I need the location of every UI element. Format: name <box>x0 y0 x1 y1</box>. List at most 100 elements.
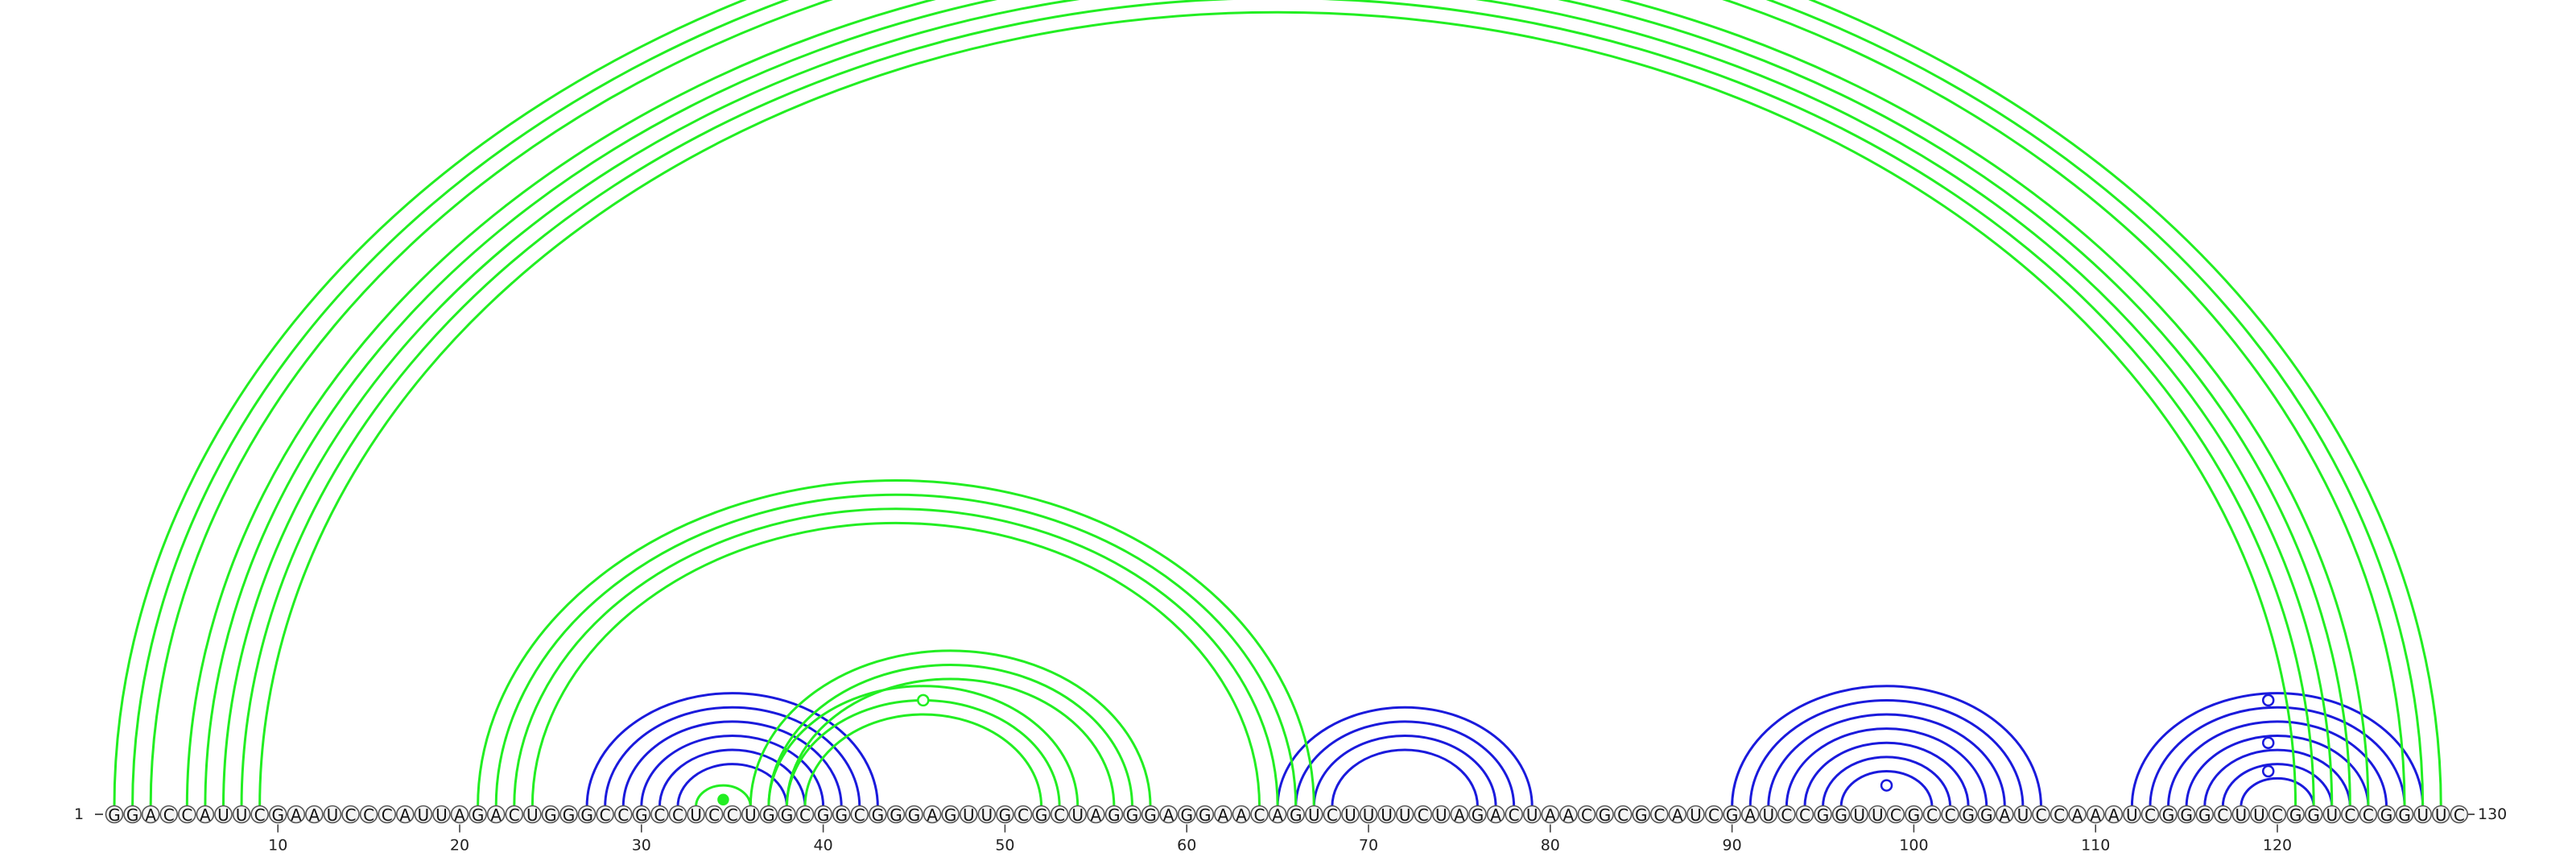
svg-text:A: A <box>2090 805 2101 825</box>
svg-text:U: U <box>690 805 702 825</box>
blue-helix-3-arc-118-122 <box>2240 776 2315 807</box>
nucleotide-109: A <box>2068 805 2087 825</box>
svg-text:G: G <box>890 805 902 825</box>
nucleotide-121: G <box>2286 805 2305 825</box>
blue-helix-2-arc-92-105 <box>1767 713 2006 807</box>
arc-marker-3 <box>1880 779 1893 792</box>
svg-text:G: G <box>1726 805 1739 825</box>
svg-text:C: C <box>2217 805 2228 825</box>
nucleotide-67: U <box>1304 805 1323 825</box>
nucleotide-74: U <box>1432 805 1451 825</box>
green-helix-1-arc-5-125 <box>185 0 2370 807</box>
blue-helix-2-arc-94-103 <box>1803 741 1970 807</box>
nucleotide-14: C <box>341 805 360 825</box>
nucleotide-36: U <box>741 805 760 825</box>
svg-text:C: C <box>2145 805 2156 825</box>
svg-text:C: C <box>1509 805 1520 825</box>
svg-text:A: A <box>927 805 938 825</box>
nucleotide-42: C <box>850 805 869 825</box>
svg-text:G: G <box>1599 805 1612 825</box>
svg-text:C: C <box>799 805 811 825</box>
nucleotide-115: G <box>2177 805 2196 825</box>
svg-text:G: G <box>1199 805 1212 825</box>
nucleotide-112: U <box>2123 805 2141 825</box>
svg-text:G: G <box>1980 805 1993 825</box>
nucleotide-33: U <box>687 805 705 825</box>
nucleotide-97: U <box>1850 805 1868 825</box>
green-helix-2-arc-21-67 <box>477 478 1315 807</box>
svg-text:G: G <box>126 805 139 825</box>
svg-text:A: A <box>1490 805 1501 825</box>
svg-text:G: G <box>781 805 794 825</box>
nucleotide-46: A <box>923 805 942 825</box>
svg-text:C: C <box>854 805 865 825</box>
nucleotide-128: U <box>2413 805 2432 825</box>
blue-helix-2-arc-96-101 <box>1839 770 1934 807</box>
nucleotide-26: G <box>559 805 578 825</box>
nucleotide-13: U <box>323 805 342 825</box>
nucleotide-40: G <box>814 805 832 825</box>
nucleotide-24: U <box>523 805 542 825</box>
nucleotide-15: C <box>359 805 378 825</box>
svg-text:C: C <box>254 805 266 825</box>
nucleotide-53: C <box>1050 805 1069 825</box>
nucleotide-9: C <box>250 805 269 825</box>
svg-text:C: C <box>163 805 175 825</box>
svg-text:C: C <box>2454 805 2465 825</box>
nucleotide-55: A <box>1087 805 1105 825</box>
svg-text:G: G <box>1108 805 1121 825</box>
svg-text:A: A <box>2072 805 2083 825</box>
svg-text:A: A <box>2108 805 2120 825</box>
svg-text:A: A <box>1744 805 1756 825</box>
nucleotide-105: A <box>1996 805 2014 825</box>
svg-text:U: U <box>1872 805 1884 825</box>
svg-text:U: U <box>2326 805 2338 825</box>
nucleotide-61: G <box>1195 805 1215 825</box>
nucleotide-123: U <box>2322 805 2342 825</box>
green-helix-1-arc-6-124 <box>204 0 2351 807</box>
svg-text:A: A <box>1236 805 1247 825</box>
svg-text:U: U <box>1690 805 1702 825</box>
nucleotide-21: G <box>469 805 487 825</box>
nucleotide-126: G <box>2377 805 2396 825</box>
nucleotide-16: C <box>378 805 397 825</box>
nucleotide-31: C <box>650 805 669 825</box>
nucleotide-71: U <box>1377 805 1396 825</box>
svg-text:G: G <box>2380 805 2393 825</box>
nucleotide-102: C <box>1941 805 1959 825</box>
svg-text:G: G <box>2162 805 2175 825</box>
tick-label-90: 90 <box>1723 837 1742 855</box>
svg-text:C: C <box>509 805 520 825</box>
svg-text:U: U <box>1308 805 1320 825</box>
blue-helix-2-arc-93-104 <box>1785 727 1988 807</box>
green-helix-3-arc-36-58 <box>749 649 1152 807</box>
nucleotide-68: C <box>1323 805 1342 825</box>
nucleotide-47: G <box>941 805 960 825</box>
svg-text:U: U <box>1363 805 1375 825</box>
markers-layer <box>717 693 2275 805</box>
nucleotide-99: C <box>1886 805 1905 825</box>
nucleotide-30: G <box>632 805 651 825</box>
nucleotide-94: C <box>1795 805 1814 825</box>
blue-helix-2-arc-95-102 <box>1822 756 1952 807</box>
tick-label-80: 80 <box>1541 837 1560 855</box>
arc-marker-1 <box>917 693 930 707</box>
svg-text:G: G <box>1908 805 1921 825</box>
svg-text:C: C <box>708 805 720 825</box>
svg-text:C: C <box>1581 805 1592 825</box>
svg-text:C: C <box>1617 805 1629 825</box>
svg-text:A: A <box>291 805 302 825</box>
svg-text:C: C <box>1799 805 1810 825</box>
svg-text:G: G <box>472 805 485 825</box>
nucleotide-119: U <box>2250 805 2268 825</box>
sequence-start-label: 1 <box>74 805 84 823</box>
nucleotide-108: C <box>2050 805 2069 825</box>
green-helix-1-arc-8-122 <box>240 0 2315 807</box>
nucleotide-78: C <box>1505 805 1523 825</box>
svg-text:G: G <box>2180 805 2193 825</box>
nucleotide-2: G <box>123 805 142 825</box>
svg-text:U: U <box>2126 805 2138 825</box>
svg-text:G: G <box>999 805 1012 825</box>
nucleotide-81: A <box>1559 805 1578 825</box>
